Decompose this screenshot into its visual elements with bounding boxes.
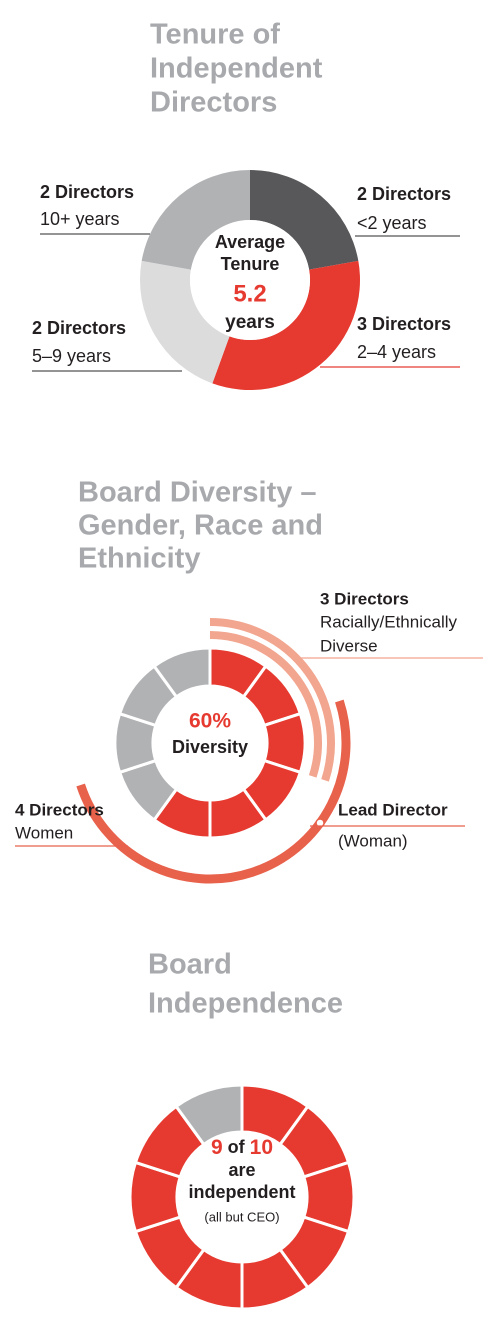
segment-value-label: 3 Directors — [357, 314, 451, 334]
donut-segment — [140, 260, 230, 384]
connector: of — [228, 1137, 246, 1157]
center-text: are — [228, 1160, 255, 1180]
segment-category-label: <2 years — [357, 213, 427, 233]
chart-title: Ethnicity — [78, 543, 200, 575]
arc-name: Racially/Ethnically — [320, 612, 457, 631]
arc-value-label: 3 Directors — [320, 589, 409, 608]
group-arc — [209, 631, 322, 778]
center-note: (all but CEO) — [204, 1209, 279, 1224]
annotation-title: Lead Director — [338, 800, 448, 819]
segment-value-label: 2 Directors — [40, 182, 134, 202]
count: 9 — [211, 1136, 223, 1159]
center-value: 5.2 — [233, 280, 266, 307]
center-unit: years — [225, 312, 275, 333]
segment-value-label: 2 Directors — [357, 184, 451, 204]
center-disc — [190, 220, 310, 340]
center-count: 9 of 10 — [211, 1136, 273, 1159]
chart-title: Board — [148, 949, 232, 981]
center-value: 60% — [189, 710, 231, 733]
annotation-text: (Woman) — [338, 831, 408, 850]
segment-category-label: 5–9 years — [32, 346, 111, 366]
lead-marker — [315, 818, 325, 828]
chart-title: Directors — [150, 87, 277, 119]
ring-segment — [174, 1083, 244, 1147]
arc-name: Diverse — [320, 636, 378, 655]
center-text: independent — [189, 1182, 296, 1202]
chart-title: Independent — [150, 53, 323, 85]
ring-segment — [152, 646, 212, 699]
donut-segment — [250, 170, 359, 270]
chart-title: Board Diversity – — [78, 477, 317, 509]
center-label: Average — [215, 232, 285, 252]
chart-title: Tenure of — [150, 19, 280, 51]
center-text: Diversity — [172, 737, 248, 757]
total: 10 — [250, 1136, 273, 1159]
segment-category-label: 10+ years — [40, 209, 120, 229]
chart-title: Independence — [148, 988, 343, 1020]
group-arc — [209, 618, 335, 782]
chart-title: Gender, Race and — [78, 510, 323, 542]
donut-segment — [141, 170, 250, 270]
group-arc — [76, 699, 351, 884]
arc-name: Women — [15, 823, 73, 842]
segment-value-label: 2 Directors — [32, 318, 126, 338]
arc-value-label: 4 Directors — [15, 800, 104, 819]
segment-category-label: 2–4 years — [357, 342, 436, 362]
center-label: Tenure — [221, 254, 280, 274]
donut-segment — [212, 260, 360, 390]
